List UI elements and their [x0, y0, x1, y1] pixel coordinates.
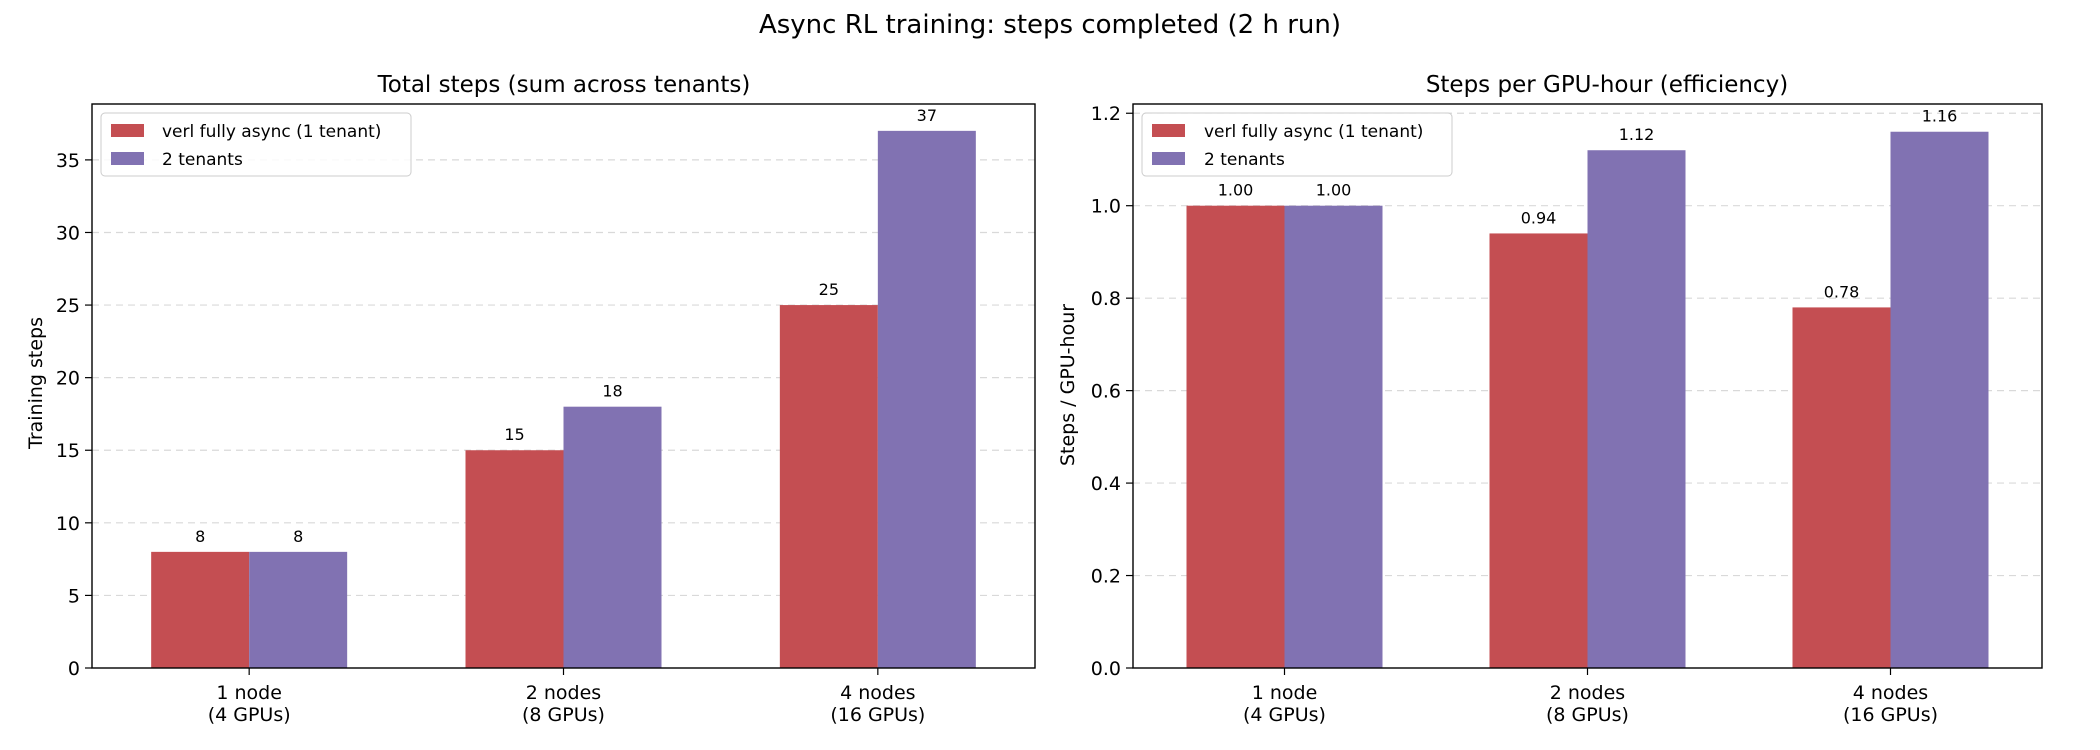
- chart-left-ylabel: Training steps: [25, 317, 47, 450]
- bar-value-label: 1.16: [1922, 107, 1958, 126]
- bar-series-1: [1186, 205, 1285, 668]
- bar-series-2: [1284, 205, 1383, 668]
- chart-right-bars: [1186, 131, 1989, 669]
- y-tick-label: 1.2: [1091, 103, 1121, 125]
- legend-label-series-1: verl fully async (1 tenant): [1204, 122, 1423, 142]
- bar-series-2: [877, 130, 976, 668]
- x-tick-label: 1 node (4 GPUs): [208, 682, 291, 726]
- y-tick-label: 0.0: [1091, 658, 1121, 680]
- x-tick-label: 2 nodes (8 GPUs): [1546, 682, 1629, 726]
- y-tick-label: 0: [68, 658, 80, 680]
- chart-right-data-labels: 1.00 0.94 0.78 1.00 1.12 1.16: [1218, 107, 1958, 302]
- legend-swatch-series-2: [111, 152, 144, 165]
- legend-frame: [100, 112, 412, 177]
- bar-series-1: [779, 305, 878, 668]
- bar-series-1: [1489, 233, 1588, 668]
- legend-label-series-1: verl fully async (1 tenant): [162, 122, 381, 142]
- legend-swatch-series-1: [111, 124, 144, 137]
- bar-value-label: 25: [819, 280, 839, 299]
- x-tick-label: 4 nodes (16 GPUs): [830, 682, 925, 726]
- x-tick-label: 2 nodes (8 GPUs): [522, 682, 605, 726]
- chart-left-x-axis: 1 node (4 GPUs) 2 nodes (8 GPUs) 4 nodes (16 …: [208, 668, 925, 726]
- y-tick-label: 30: [56, 222, 80, 244]
- y-tick-label: 0.8: [1091, 288, 1121, 310]
- chart-right-title: Steps per GPU-hour (efficiency): [1426, 72, 1788, 98]
- legend-swatch-series-1: [1152, 124, 1185, 137]
- x-tick-label: 1 node (4 GPUs): [1243, 682, 1326, 726]
- bar-series-2: [1587, 150, 1686, 669]
- y-tick-label: 25: [56, 295, 80, 317]
- bar-value-label: 15: [504, 425, 524, 444]
- chart-left-y-axis: 0 5 10 15 20 25 30 35: [56, 150, 92, 680]
- chart-right: Steps per GPU-hour (efficiency) Steps / …: [1057, 72, 2043, 726]
- chart-right-y-axis: 0.0 0.2 0.4 0.6 0.8 1.0 1.2: [1091, 103, 1133, 680]
- bar-value-label: 8: [195, 527, 205, 546]
- chart-right-legend: verl fully async (1 tenant) 2 tenants: [1141, 112, 1453, 177]
- chart-left-bars: [151, 130, 976, 668]
- x-tick-label: 4 nodes (16 GPUs): [1843, 682, 1938, 726]
- figure-title: Async RL training: steps completed (2 h …: [759, 10, 1341, 40]
- y-tick-label: 1.0: [1091, 196, 1121, 218]
- bar-series-2: [1890, 131, 1989, 669]
- bar-series-2: [249, 551, 348, 668]
- bar-value-label: 0.94: [1521, 208, 1557, 227]
- bar-value-label: 18: [602, 382, 622, 401]
- legend-label-series-2: 2 tenants: [162, 150, 243, 170]
- y-tick-label: 10: [56, 513, 80, 535]
- y-tick-label: 0.6: [1091, 381, 1121, 403]
- chart-right-x-axis: 1 node (4 GPUs) 2 nodes (8 GPUs) 4 nodes (16 …: [1243, 668, 1938, 726]
- legend-label-series-2: 2 tenants: [1204, 150, 1285, 170]
- bar-value-label: 8: [293, 527, 303, 546]
- y-tick-label: 0.2: [1091, 566, 1121, 588]
- bar-value-label: 37: [917, 106, 937, 125]
- chart-left-data-labels: 8 15 25 8 18 37: [195, 106, 937, 546]
- bar-value-label: 1.00: [1218, 181, 1254, 200]
- y-tick-label: 15: [56, 440, 80, 462]
- bar-value-label: 1.12: [1619, 125, 1655, 144]
- y-tick-label: 35: [56, 150, 80, 172]
- bar-value-label: 1.00: [1316, 181, 1352, 200]
- chart-right-ylabel: Steps / GPU-hour: [1057, 304, 1079, 466]
- legend-swatch-series-2: [1152, 152, 1185, 165]
- bar-series-1: [151, 551, 250, 668]
- chart-left: Total steps (sum across tenants) Trainin…: [25, 72, 1036, 726]
- chart-left-title: Total steps (sum across tenants): [377, 72, 751, 98]
- legend-frame: [1141, 112, 1453, 177]
- y-tick-label: 20: [56, 368, 80, 390]
- bar-value-label: 0.78: [1824, 282, 1860, 301]
- bar-series-1: [465, 450, 564, 668]
- y-tick-label: 0.4: [1091, 473, 1121, 495]
- y-tick-label: 5: [68, 585, 80, 607]
- bar-series-2: [563, 406, 662, 668]
- bar-series-1: [1792, 307, 1891, 668]
- chart-left-legend: verl fully async (1 tenant) 2 tenants: [100, 112, 412, 177]
